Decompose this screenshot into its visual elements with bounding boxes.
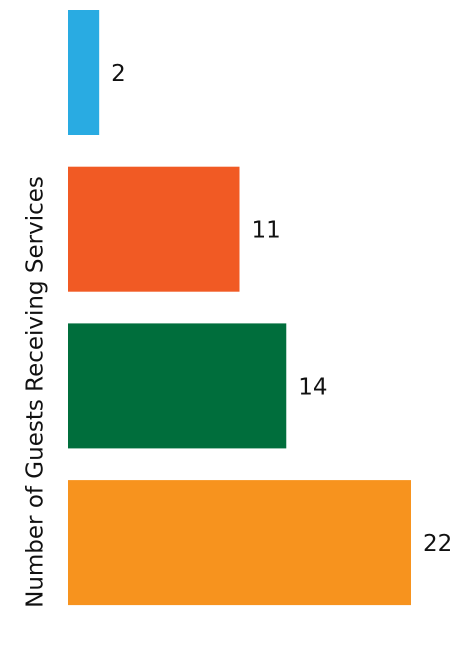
bar <box>68 323 287 449</box>
data-label: 11 <box>252 218 281 244</box>
data-label: 14 <box>298 374 327 400</box>
data-label: 2 <box>111 61 126 87</box>
bar <box>68 480 411 606</box>
bar <box>68 166 240 292</box>
data-label: 22 <box>423 531 452 557</box>
bar <box>68 10 100 135</box>
y-axis-label: Number of Guests Receiving Services <box>23 176 49 608</box>
